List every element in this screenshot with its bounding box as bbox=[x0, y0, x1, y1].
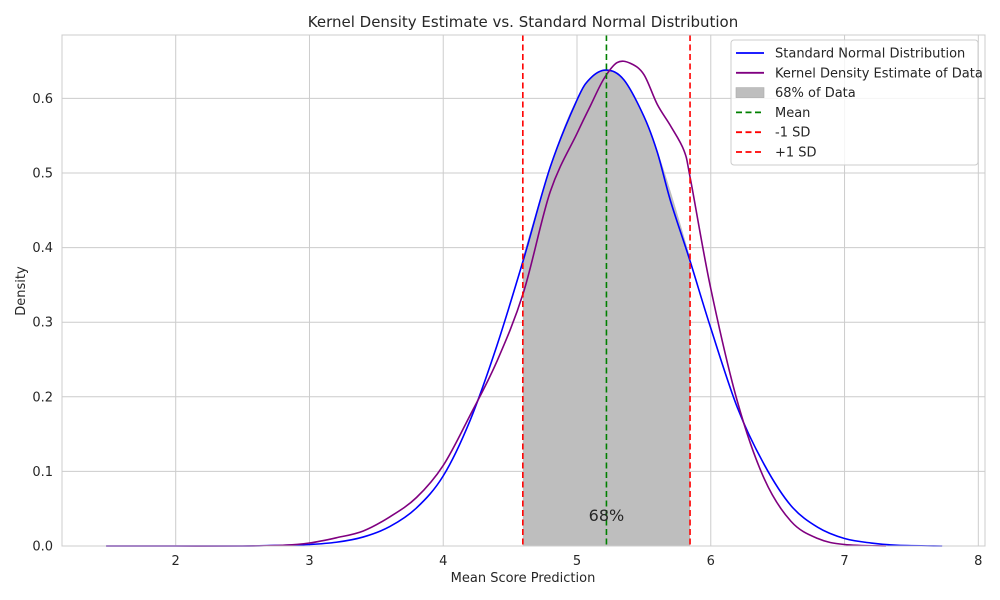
legend-label: 68% of Data bbox=[775, 86, 856, 101]
x-tick-label: 7 bbox=[840, 554, 848, 569]
y-tick-label: 0.1 bbox=[32, 465, 53, 480]
x-tick-label: 6 bbox=[707, 554, 715, 569]
legend-label: Kernel Density Estimate of Data bbox=[775, 66, 983, 81]
x-axis-label: Mean Score Prediction bbox=[451, 571, 596, 586]
shaded-region-group bbox=[522, 69, 691, 546]
annotation-label: 68% bbox=[589, 506, 625, 525]
x-tick-label: 2 bbox=[172, 554, 180, 569]
plot-frame bbox=[61, 34, 986, 547]
shaded-region-68 bbox=[522, 69, 691, 546]
legend: Standard Normal Distribution Kernel Densi… bbox=[730, 39, 983, 166]
y-tick-label: 0.3 bbox=[32, 316, 53, 331]
y-tick-label: 0.4 bbox=[32, 241, 53, 256]
series-lines bbox=[106, 60, 943, 547]
legend-label: +1 SD bbox=[775, 146, 817, 161]
y-tick-label: 0.5 bbox=[32, 167, 53, 182]
y-axis-label: Density bbox=[14, 266, 29, 316]
x-tick-label: 8 bbox=[974, 554, 982, 569]
x-tick-labels: 2 3 4 5 6 7 8 bbox=[172, 554, 983, 569]
legend-swatch-patch bbox=[735, 87, 765, 98]
chart-title: Kernel Density Estimate vs. Standard Nor… bbox=[308, 13, 739, 31]
y-tick-label: 0.2 bbox=[32, 390, 53, 405]
x-tick-label: 4 bbox=[439, 554, 447, 569]
series-line-kde bbox=[106, 60, 887, 547]
y-tick-labels: 0.0 0.1 0.2 0.3 0.4 0.5 0.6 bbox=[32, 92, 53, 555]
y-tick-label: 0.0 bbox=[32, 540, 53, 555]
legend-label: Standard Normal Distribution bbox=[775, 47, 965, 62]
legend-label: -1 SD bbox=[775, 126, 810, 141]
legend-box bbox=[730, 39, 979, 166]
x-tick-label: 5 bbox=[573, 554, 581, 569]
x-tick-label: 3 bbox=[305, 554, 313, 569]
legend-label: Mean bbox=[775, 106, 810, 121]
series-line-standard-normal bbox=[106, 69, 943, 547]
y-tick-label: 0.6 bbox=[32, 92, 53, 107]
